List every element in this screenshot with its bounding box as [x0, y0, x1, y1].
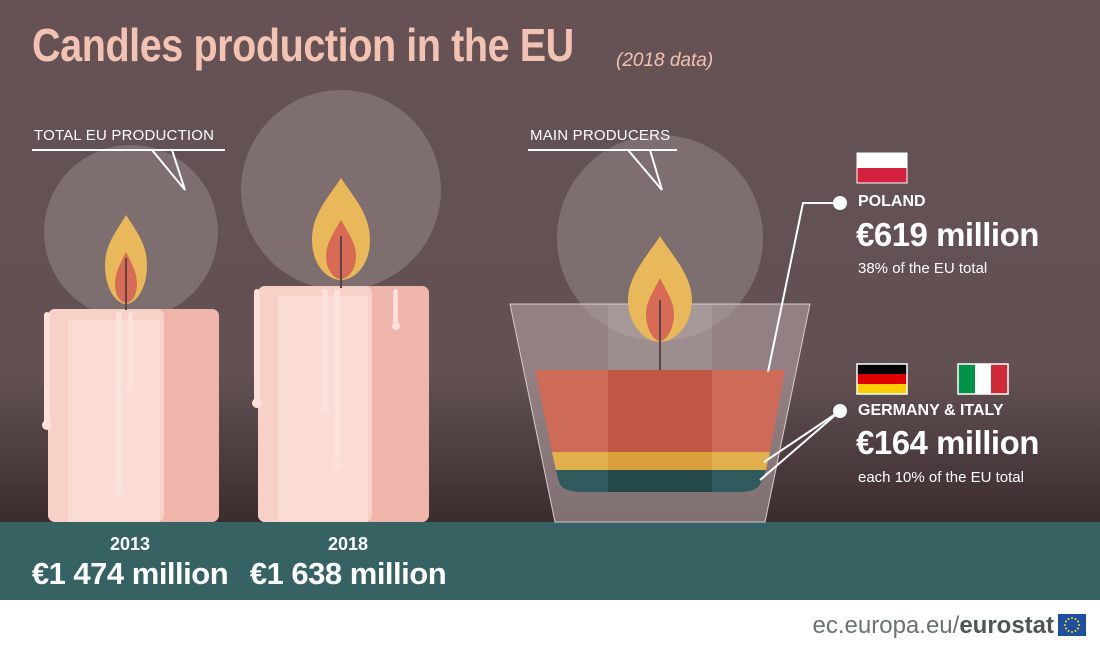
total-production-callout: [32, 149, 225, 191]
jar-candle: [509, 135, 811, 523]
page-subtitle: (2018 data): [616, 50, 714, 71]
poland-name: POLAND: [858, 193, 926, 210]
poland-amount: €619 million: [856, 216, 1039, 253]
italy-flag: [957, 363, 1009, 395]
germany-italy-share: each 10% of the EU total: [858, 469, 1024, 486]
footer-area: [0, 600, 1100, 650]
poland-pointer: [767, 196, 847, 373]
candle-2018: [241, 90, 441, 522]
eu-flag-icon: [1058, 614, 1086, 636]
poland-flag: [856, 152, 908, 184]
main-producers-callout: [528, 149, 677, 191]
table-band: [0, 522, 1100, 600]
total-eu-production-label: TOTAL EU PRODUCTION: [34, 127, 215, 144]
poland-share: 38% of the EU total: [858, 260, 988, 277]
year-2018-label: 2018: [327, 534, 369, 554]
footer-link[interactable]: ec.europa.eu/eurostat: [813, 612, 1054, 640]
germany-italy-name: GERMANY & ITALY: [858, 402, 1004, 419]
value-2018: €1 638 million: [249, 556, 447, 591]
germany-flag: [856, 363, 908, 395]
germany-italy-amount: €164 million: [856, 424, 1039, 461]
main-producers-label: MAIN PRODUCERS: [530, 127, 671, 144]
germany-italy-pointer: [759, 404, 847, 481]
candle-2013: [42, 145, 219, 522]
footer-site: ec.europa.eu/: [812, 612, 960, 639]
footer-brand: eurostat: [959, 612, 1054, 639]
page-title: Candles production in the EU: [32, 19, 574, 71]
year-2013-label: 2013: [109, 534, 151, 554]
value-2013: €1 474 million: [31, 556, 229, 591]
